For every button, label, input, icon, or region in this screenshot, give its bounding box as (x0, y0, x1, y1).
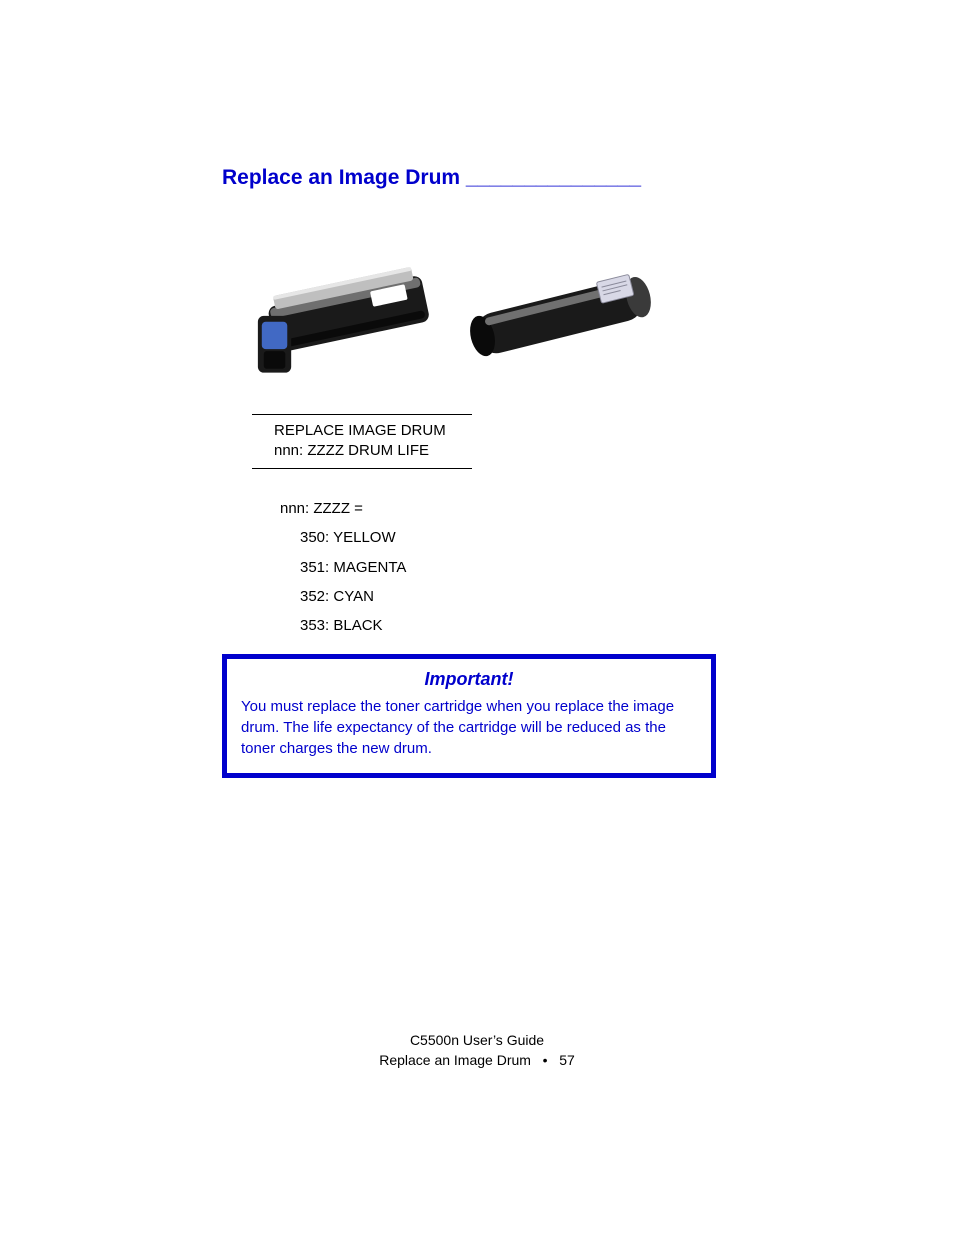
product-images-row (252, 230, 652, 390)
title-underscores: _______________ (466, 166, 641, 189)
page-footer: C5500n User’s Guide Replace an Image Dru… (0, 1030, 954, 1071)
image-drum-illustration (252, 230, 448, 390)
footer-bullet-icon: • (543, 1052, 548, 1068)
code-item: 353: BLACK (300, 611, 406, 640)
important-title: Important! (241, 669, 697, 690)
codes-heading: nnn: ZZZZ = (280, 494, 406, 523)
important-callout: Important! You must replace the toner ca… (222, 654, 716, 778)
code-item: 351: MAGENTA (300, 553, 406, 582)
toner-cartridge-illustration (466, 230, 652, 390)
error-codes-block: nnn: ZZZZ = 350: YELLOW 351: MAGENTA 352… (280, 494, 406, 640)
important-body: You must replace the toner cartridge whe… (241, 696, 697, 759)
display-line-1: REPLACE IMAGE DRUM (274, 421, 472, 441)
printer-display-message: REPLACE IMAGE DRUM nnn: ZZZZ DRUM LIFE (252, 414, 472, 469)
code-item: 350: YELLOW (300, 523, 406, 552)
footer-section-page: Replace an Image Drum • 57 (0, 1050, 954, 1070)
code-item: 352: CYAN (300, 582, 406, 611)
page-title: Replace an Image Drum _______________ (222, 166, 742, 190)
footer-guide-title: C5500n User’s Guide (0, 1030, 954, 1050)
display-line-2: nnn: ZZZZ DRUM LIFE (274, 441, 472, 461)
footer-section: Replace an Image Drum (379, 1052, 531, 1068)
title-text: Replace an Image Drum (222, 166, 466, 189)
footer-page-number: 57 (559, 1052, 575, 1068)
